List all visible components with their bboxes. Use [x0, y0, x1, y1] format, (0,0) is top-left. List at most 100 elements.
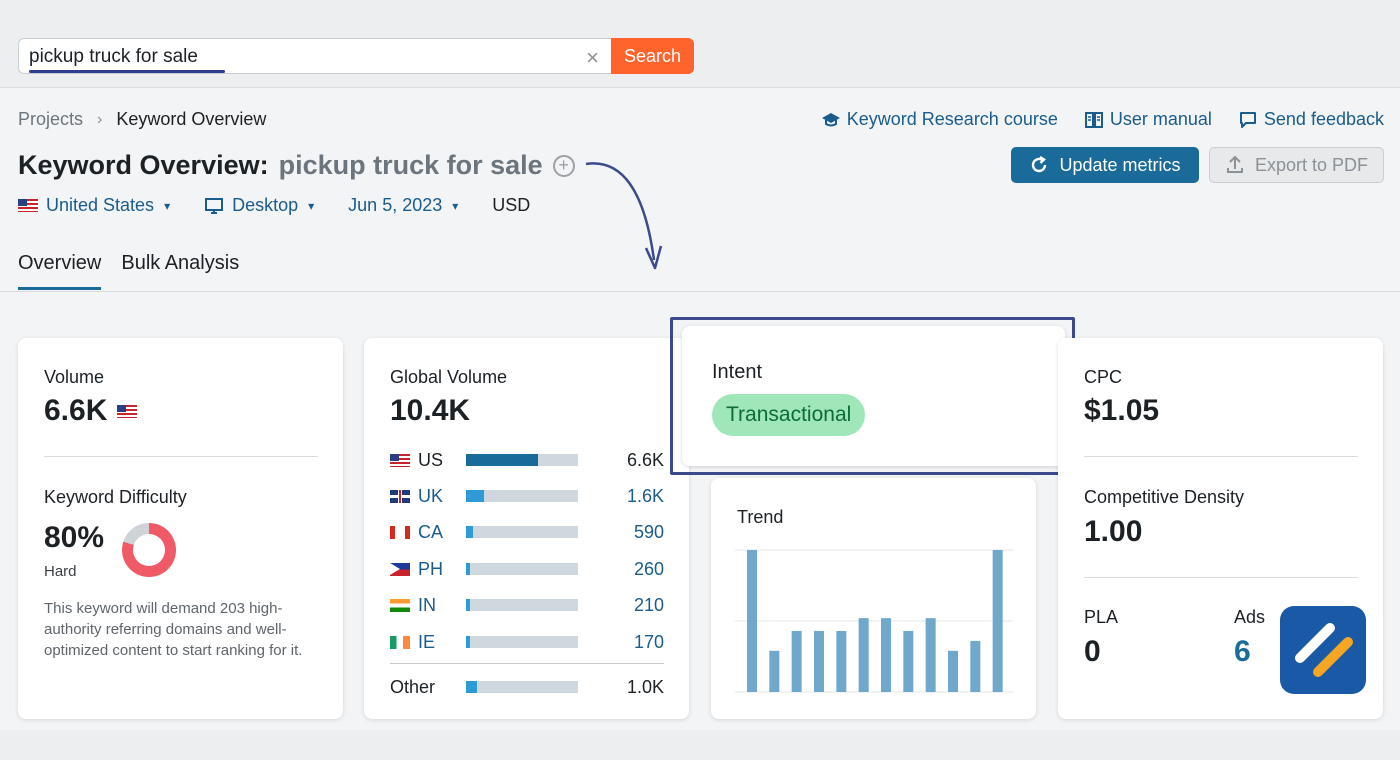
chevron-down-icon: ▾: [308, 198, 315, 213]
country-volume[interactable]: 170: [633, 631, 664, 652]
volume-bar-fill: [466, 681, 478, 693]
trend-bar: [814, 630, 824, 692]
update-metrics-button[interactable]: Update metrics: [1011, 147, 1199, 183]
volume-bar: [466, 454, 578, 466]
keyword-difficulty-label: Keyword Difficulty: [44, 487, 187, 507]
global-volume-row[interactable]: IN 210: [390, 593, 664, 617]
export-pdf-button[interactable]: Export to PDF: [1209, 147, 1384, 183]
intent-label: Intent: [712, 361, 763, 383]
country-code[interactable]: CA: [418, 521, 444, 542]
country-code[interactable]: PH: [418, 558, 444, 579]
user-manual-link[interactable]: User manual: [1084, 109, 1212, 130]
device-filter[interactable]: Desktop ▾: [204, 195, 314, 216]
global-volume-row[interactable]: PH 260: [390, 557, 664, 581]
refresh-icon: [1032, 155, 1047, 173]
country-code[interactable]: IN: [418, 594, 436, 615]
volume-bar-fill: [466, 599, 471, 611]
volume-bar-fill: [466, 454, 538, 466]
global-volume-row[interactable]: IE 170: [390, 630, 664, 654]
country-volume[interactable]: 210: [633, 594, 664, 615]
country-code: US: [418, 449, 444, 470]
ads-value[interactable]: 6: [1234, 635, 1251, 668]
volume-bar-fill: [466, 526, 473, 538]
volume-bar: [466, 563, 578, 575]
chevron-down-icon: ▾: [164, 198, 171, 213]
country-filter-label: United States: [46, 195, 155, 215]
us-flag-icon: [18, 199, 38, 212]
tab-bulk-analysis[interactable]: Bulk Analysis: [121, 252, 240, 274]
date-filter-label: Jun 5, 2023: [348, 195, 443, 215]
page-footer-band: [0, 730, 1400, 760]
volume-bar-fill: [466, 490, 484, 502]
search-button[interactable]: Search: [611, 38, 694, 74]
trend-bar: [992, 550, 1003, 692]
breadcrumb-projects[interactable]: Projects: [18, 109, 84, 129]
country-volume[interactable]: 1.6K: [626, 485, 664, 506]
feedback-icon: [1239, 111, 1256, 128]
trend-card: Trend: [711, 478, 1036, 719]
update-metrics-label: Update metrics: [1059, 154, 1181, 175]
date-filter[interactable]: Jun 5, 2023 ▾: [348, 195, 458, 216]
search-input[interactable]: pickup truck for sale ×: [18, 38, 612, 74]
trend-bar: [948, 650, 958, 692]
graduation-cap-icon: [821, 112, 840, 126]
tab-overview[interactable]: Overview: [18, 252, 102, 290]
add-circle-icon[interactable]: +: [552, 154, 575, 177]
currency-label: USD: [492, 195, 531, 215]
keyword-research-course-link[interactable]: Keyword Research course: [821, 109, 1058, 130]
ie-flag-icon: [390, 635, 410, 649]
country-volume[interactable]: 260: [633, 558, 664, 579]
book-icon: [1084, 111, 1103, 128]
send-feedback-link[interactable]: Send feedback: [1238, 109, 1384, 130]
global-volume-row[interactable]: CA 590: [390, 520, 664, 544]
volume-bar: [466, 681, 578, 693]
global-volume-row[interactable]: UK 1.6K: [390, 484, 664, 508]
country-volume[interactable]: 590: [633, 521, 664, 542]
search-query[interactable]: pickup truck for sale: [29, 46, 198, 67]
volume-value: 6.6K: [44, 394, 108, 427]
keyword-difficulty-level: Hard: [44, 563, 77, 580]
pla-value: 0: [1084, 635, 1101, 668]
breadcrumb-current: Keyword Overview: [116, 109, 267, 129]
card-divider: [1084, 577, 1358, 578]
keyword-difficulty-description: This keyword will demand 203 high-author…: [44, 600, 303, 659]
country-code[interactable]: IE: [418, 631, 436, 652]
device-filter-label: Desktop: [232, 195, 299, 215]
keyword-difficulty-donut: [122, 523, 176, 577]
search-query-underline: [29, 70, 225, 73]
page-title-prefix: Keyword Overview:: [18, 150, 269, 180]
trend-bar: [970, 640, 981, 692]
page-title-keyword: pickup truck for sale: [278, 150, 543, 180]
volume-value-row: 6.6K: [44, 394, 138, 428]
volume-bar: [466, 526, 578, 538]
cpc-value: $1.05: [1084, 394, 1160, 427]
global-volume-row: US 6.6K: [390, 448, 664, 472]
chevron-right-icon: ›: [97, 110, 103, 128]
country-code[interactable]: UK: [418, 485, 444, 506]
volume-bar-fill: [466, 563, 471, 575]
intent-highlight-frame: [670, 317, 1075, 475]
ca-flag-icon: [390, 525, 410, 539]
country-filter[interactable]: United States ▾: [18, 195, 170, 216]
trend-bar: [903, 630, 914, 692]
cpc-card: CPC $1.05 Competitive Density 1.00 PLA 0…: [1058, 338, 1383, 719]
intent-badge: Transactional: [712, 394, 866, 436]
clear-icon[interactable]: ×: [586, 45, 599, 70]
card-divider: [1084, 456, 1358, 457]
keyword-research-course-label: Keyword Research course: [846, 109, 1058, 129]
global-volume-other-row: Other 1.0K: [390, 675, 664, 699]
volume-bar: [466, 490, 578, 502]
tab-bar: Overview Bulk Analysis: [18, 252, 239, 290]
competitive-density-label: Competitive Density: [1084, 487, 1245, 507]
trend-label: Trend: [737, 507, 784, 527]
user-manual-label: User manual: [1109, 109, 1212, 129]
annotation-arrow-icon: [585, 162, 663, 270]
other-volume: 1.0K: [626, 676, 664, 697]
trend-bar: [881, 618, 891, 692]
us-flag-icon: [117, 404, 138, 418]
uk-flag-icon: [390, 489, 410, 503]
trend-bar: [747, 550, 757, 692]
filter-bar: United States ▾ Desktop ▾ Jun 5, 2023 ▾ …: [18, 195, 530, 216]
monitor-icon: [205, 197, 224, 214]
trend-bar: [769, 650, 780, 692]
